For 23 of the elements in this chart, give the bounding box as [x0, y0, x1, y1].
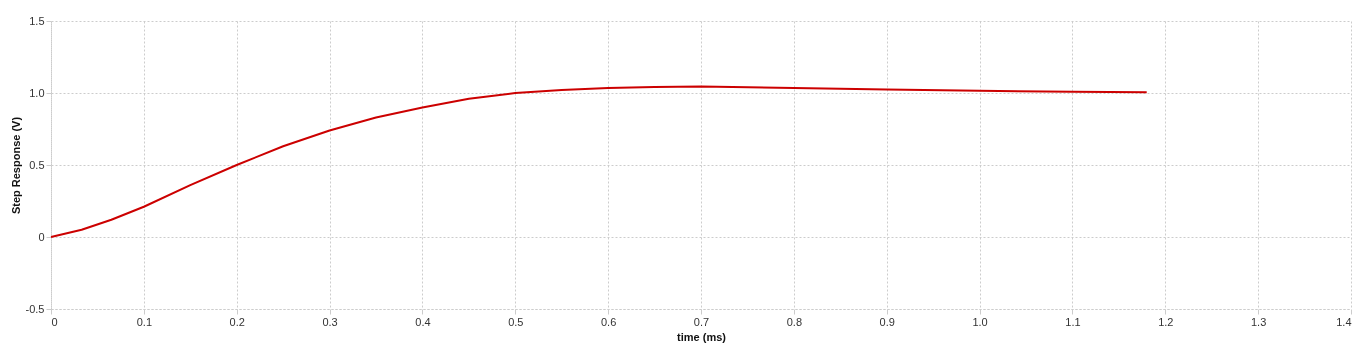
y-tick-label: 0 — [38, 230, 45, 243]
line-series — [50, 85, 1148, 238]
x-tick-label: 1.0 — [972, 315, 988, 328]
x-tick-label: 0.8 — [786, 315, 803, 328]
x-tick-label: 0.5 — [508, 315, 524, 328]
y-tick-label: -0.5 — [25, 302, 45, 315]
x-tick-label: 1.1 — [1065, 315, 1081, 328]
y-tick-label: 1.5 — [29, 14, 45, 27]
x-tick-label: 1.4 — [1336, 315, 1352, 328]
y-tick-label: 1.0 — [29, 86, 45, 99]
x-tick-label: 0.9 — [879, 315, 895, 328]
x-tick-label: 0.3 — [322, 315, 338, 328]
y-tick-label: 0.5 — [29, 158, 45, 171]
x-tick-label: 0.2 — [229, 315, 245, 328]
x-tick-label: 0 — [51, 315, 58, 328]
x-tick-label: 1.3 — [1250, 315, 1267, 328]
x-tick-label: 0.1 — [136, 315, 153, 328]
x-tick-label: 1.2 — [1158, 315, 1174, 328]
y-axis-title: Step Response (V) — [9, 116, 22, 215]
x-axis-title: time (ms) — [677, 330, 727, 343]
x-tick-label: 0.4 — [415, 315, 431, 328]
x-tick-label: 0.6 — [600, 315, 617, 328]
x-tick-label: 0.7 — [693, 315, 710, 328]
